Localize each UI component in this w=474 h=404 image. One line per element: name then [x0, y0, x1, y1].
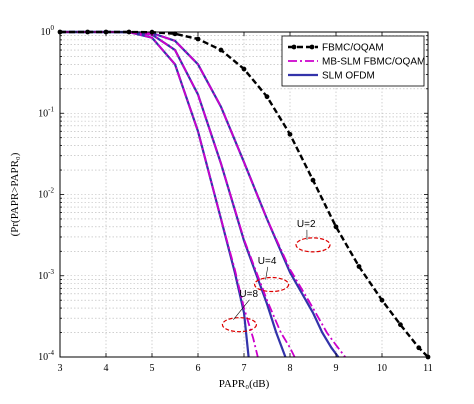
annotation-pointer: [233, 299, 250, 320]
x-tick-label: 7: [242, 363, 247, 374]
annotation-label: U=2: [297, 219, 316, 230]
annotation-label: U=4: [258, 256, 277, 267]
series-marker: [356, 264, 362, 269]
y-tick-label: 10-2: [38, 187, 54, 201]
legend-marker: [309, 44, 315, 50]
annotation-ellipse: [254, 276, 290, 293]
y-tick-label: 100: [41, 24, 55, 38]
series-marker: [333, 224, 339, 230]
y-axis-title: (Pr(PAPR>PAPR₀): [9, 152, 21, 236]
y-tick-exponent: -3: [48, 268, 54, 276]
series-marker: [416, 345, 422, 351]
y-tick-exponent: -2: [48, 187, 54, 195]
annotation-layer: U=2 U=4 U=8: [221, 219, 331, 333]
y-tick-base: 10: [38, 108, 48, 119]
x-tick-label: 6: [196, 363, 201, 374]
x-tick-label: 8: [288, 363, 293, 374]
y-tick-base: 10: [38, 352, 48, 363]
x-tick-label: 4: [104, 363, 109, 374]
legend-marker: [291, 44, 297, 50]
legend: FBMC/OQAM MB-SLM FBMC/OQAM SLM OFDM: [281, 35, 425, 87]
legend-label: MB-SLM FBMC/OQAM: [322, 57, 425, 68]
x-axis-title: PAPR₀(dB): [219, 378, 270, 390]
legend-label: FBMC/OQAM: [322, 43, 384, 54]
x-tick-label: 11: [423, 363, 433, 374]
annotation-label: U=8: [239, 289, 258, 300]
grid-layer: [60, 32, 428, 357]
series-marker: [218, 47, 224, 53]
y-tick-base: 10: [38, 190, 48, 201]
series-marker: [195, 36, 201, 42]
x-tick-label: 5: [150, 363, 155, 374]
y-tick-label: 10-3: [38, 268, 54, 282]
y-tick-exponent: -1: [48, 105, 54, 113]
series-marker: [264, 94, 270, 100]
y-tick-exponent: -4: [48, 349, 54, 357]
annotation-ellipse: [295, 237, 331, 253]
annotation-pointer: [265, 266, 269, 280]
y-tick-exponent: 0: [51, 24, 55, 32]
series-marker: [287, 131, 293, 137]
series-marker: [310, 177, 316, 183]
series-marker: [172, 31, 178, 37]
y-tick-base: 10: [38, 271, 48, 282]
legend-label: SLM OFDM: [322, 71, 375, 82]
series-marker: [379, 297, 385, 303]
x-tick-label: 3: [58, 363, 63, 374]
annotation-ellipse: [221, 317, 257, 333]
x-tick-label: 10: [377, 363, 387, 374]
series-line: [60, 31, 296, 358]
y-tick-label: 10-1: [38, 105, 54, 119]
series-marker: [398, 322, 403, 328]
series-marker: [241, 66, 247, 72]
y-tick-base: 10: [41, 27, 51, 38]
y-tick-label: 10-4: [38, 349, 54, 363]
x-tick-label: 9: [334, 363, 339, 374]
